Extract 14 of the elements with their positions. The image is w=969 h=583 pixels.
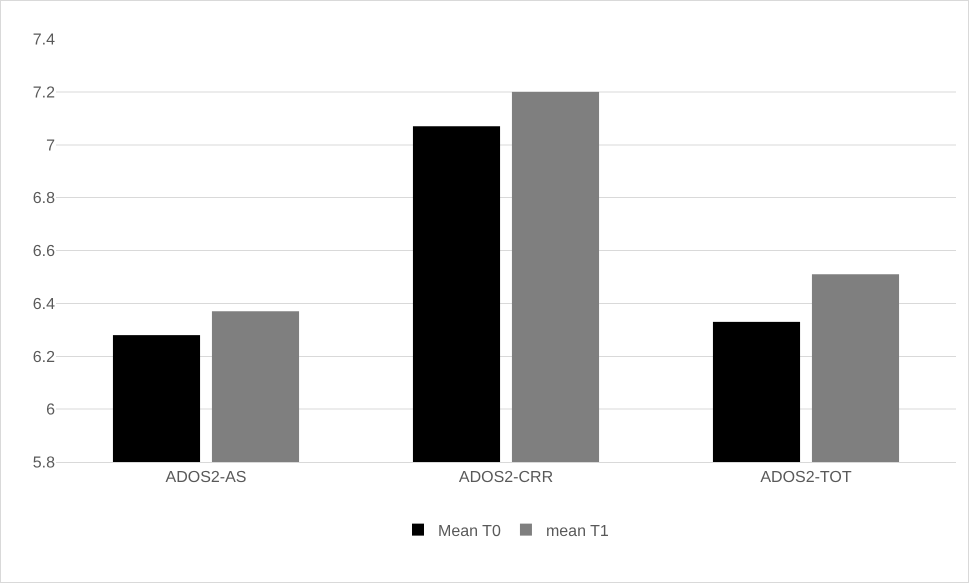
y-tick-label: 6.4: [32, 296, 56, 313]
x-tick-label: ADOS2-AS: [166, 469, 246, 486]
x-tick-label: ADOS2-CRR: [458, 469, 554, 486]
legend-label: Mean T0: [438, 522, 501, 540]
y-tick-label: 7: [46, 137, 56, 154]
y-tick-label: 6.6: [32, 243, 56, 260]
y-tick-label: 6: [46, 402, 56, 419]
x-tick-label: ADOS2-TOT: [760, 469, 852, 486]
legend-label: mean T1: [546, 522, 609, 540]
y-tick-label: 7.2: [32, 84, 56, 102]
y-tick-label: 6.2: [32, 348, 56, 366]
y-tick-label: 5.8: [32, 454, 56, 472]
y-tick-label: 7.4: [32, 32, 56, 49]
y-tick-label: 6.8: [32, 190, 56, 208]
